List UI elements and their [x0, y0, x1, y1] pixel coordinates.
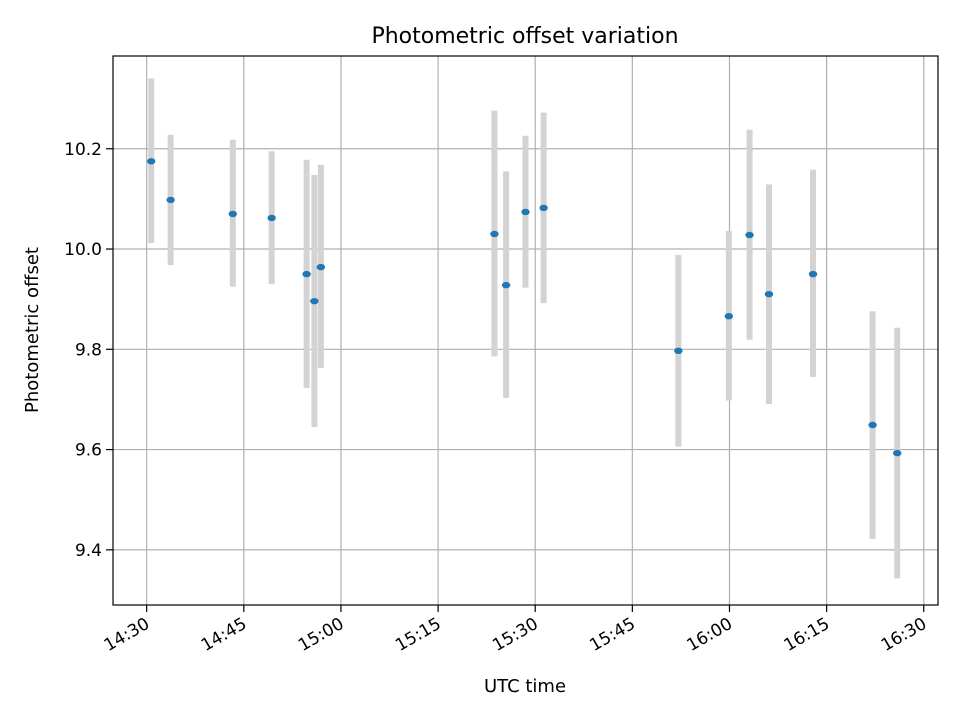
y-tick-label-4: 10.2: [64, 140, 102, 160]
y-axis-label: Photometric offset: [22, 247, 43, 413]
plot-area-frame: [112, 55, 939, 606]
x-tick-label-0: 14:30: [101, 614, 153, 656]
data-points: [147, 158, 902, 457]
data-point-6: [316, 263, 326, 271]
data-point-4: [302, 270, 311, 278]
error-bars: [148, 78, 901, 579]
data-point-2: [228, 210, 237, 218]
data-point-3: [267, 214, 276, 222]
data-point-9: [521, 208, 530, 216]
x-tick-label-8: 16:30: [878, 614, 930, 656]
data-point-10: [539, 204, 548, 212]
data-point-11: [674, 347, 683, 355]
y-tick-label-2: 9.8: [75, 340, 102, 360]
chart-title: Photometric offset variation: [371, 24, 678, 49]
x-tick-label-4: 15:30: [489, 614, 541, 656]
data-point-17: [893, 449, 902, 457]
x-tick-label-6: 16:00: [684, 614, 736, 656]
x-tick-label-5: 15:45: [586, 614, 638, 656]
x-axis-tick-labels: 14:30 14:45 15:00 15:15 15:30 15:45 16:00 16:15…: [101, 614, 931, 656]
axis-ticks: [106, 148, 925, 612]
y-axis-tick-labels: 9.4 9.6 9.8 10.0 10.2: [64, 140, 102, 561]
data-point-14: [764, 290, 774, 298]
y-tick-label-3: 10.0: [64, 240, 102, 260]
data-point-1: [166, 196, 175, 204]
data-point-15: [808, 270, 818, 278]
data-point-7: [490, 230, 499, 238]
y-tick-label-0: 9.4: [75, 541, 102, 561]
x-tick-label-3: 15:15: [392, 614, 444, 656]
data-point-8: [501, 281, 511, 289]
x-tick-label-7: 16:15: [781, 614, 833, 656]
x-axis-label: UTC time: [484, 676, 566, 697]
data-point-13: [745, 231, 754, 239]
data-point-16: [868, 421, 877, 429]
data-point-5: [310, 297, 319, 305]
x-tick-label-2: 15:00: [295, 614, 347, 656]
x-tick-label-1: 14:45: [198, 614, 250, 656]
y-tick-label-1: 9.6: [75, 441, 102, 461]
data-point-12: [724, 313, 734, 320]
data-point-0: [147, 158, 156, 165]
